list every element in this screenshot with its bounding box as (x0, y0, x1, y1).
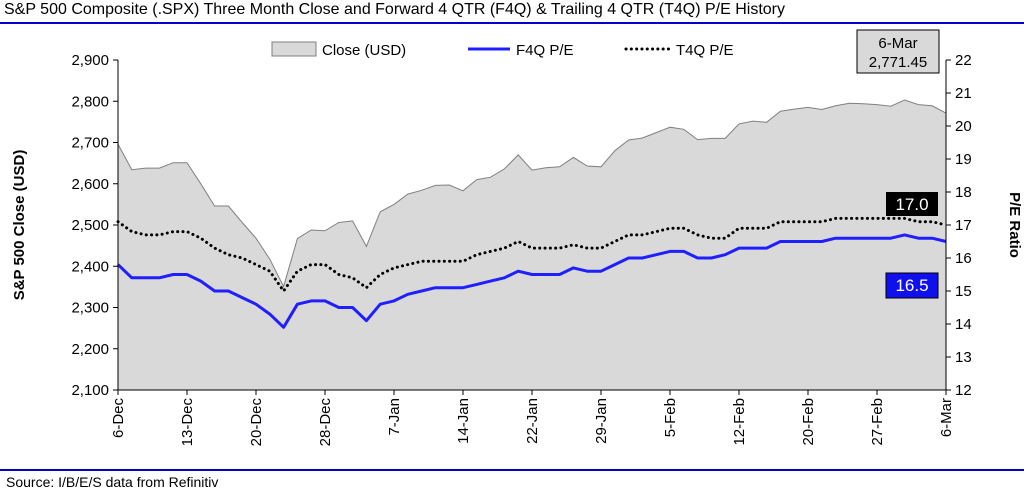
f4q-end-label-box (885, 272, 939, 299)
close-area-layer (117, 99, 947, 391)
last-close-callout-value: 2,771.45 (869, 54, 927, 71)
f4q-end-label: 16.5 (895, 276, 928, 295)
legend-close-swatch (271, 41, 317, 57)
last-close-callout-box (856, 29, 940, 74)
y-left-tick-label: 2,200 (71, 341, 109, 358)
chart-canvas: 2,100 2,200 2,300 2,400 2,500 2,600 2,700 2,800… (11, 29, 1023, 446)
axes-layer: 2,100 2,200 2,300 2,400 2,500 2,600 2,700 2,800… (11, 52, 1023, 446)
x-tick-label: 27-Feb (869, 398, 886, 446)
chart-title: S&P 500 Composite (.SPX) Three Month Clo… (4, 1, 785, 18)
x-tick-label: 29-Jan (593, 398, 610, 444)
x-tick-label: 20-Dec (248, 398, 265, 447)
x-tick-label: 6-Mar (938, 398, 955, 437)
y-left-tick-label: 2,800 (71, 93, 109, 110)
y-left-tick-label: 2,300 (71, 300, 109, 317)
x-tick-label: 14-Jan (455, 398, 472, 444)
source-note: Source: I/B/E/S data from Refinitiv (6, 474, 219, 490)
y-right-tick-label: 17 (955, 217, 972, 234)
series-f4q-line (116, 233, 947, 329)
y-left-tick-label: 2,100 (71, 382, 109, 399)
y-right-tick-label: 15 (955, 283, 972, 300)
series-close-area (117, 99, 947, 391)
legend-f4q-label: F4Q P/E (516, 42, 574, 59)
y-left-tick-label: 2,400 (71, 258, 109, 275)
x-tick-label: 12-Feb (731, 398, 748, 446)
t4q-end-label: 17.0 (895, 195, 928, 214)
series-t4q-line (116, 216, 948, 293)
y-left-tick-label: 2,700 (71, 135, 109, 152)
x-tick-label: 22-Jan (524, 398, 541, 444)
y-right-tick-label: 21 (955, 85, 972, 102)
y-left-tick-label: 2,500 (71, 217, 109, 234)
footer-rule (0, 469, 1024, 471)
x-tick-label: 28-Dec (317, 398, 334, 447)
title-rule (0, 22, 1024, 24)
x-tick-label: 6-Dec (110, 398, 127, 439)
y-left-tick-label: 2,900 (71, 52, 109, 69)
legend-t4q-label: T4Q P/E (676, 42, 734, 59)
x-tick-label: 5-Feb (662, 398, 679, 437)
y-right-tick-label: 19 (955, 151, 972, 168)
x-tick-label: 20-Feb (800, 398, 817, 446)
value-labels-layer: 6-Mar 2,771.45 17.0 16.5 (856, 29, 940, 299)
y-right-tick-label: 12 (955, 382, 972, 399)
y-right-axis-title: P/E Ratio (1006, 192, 1023, 258)
y-left-tick-label: 2,600 (71, 176, 109, 193)
y-right-tick-label: 14 (955, 316, 972, 333)
y-right-tick-label: 22 (955, 52, 972, 69)
legend: Close (USD) F4Q P/E T4Q P/E (271, 41, 734, 59)
y-right-tick-label: 16 (955, 250, 972, 267)
x-tick-label: 13-Dec (179, 398, 196, 447)
y-right-tick-label: 20 (955, 118, 972, 135)
last-close-callout-date: 6-Mar (878, 35, 917, 52)
t4q-end-label-box (886, 192, 938, 216)
x-tick-label: 7-Jan (386, 398, 403, 436)
y-right-tick-label: 13 (955, 349, 972, 366)
y-left-axis-title: S&P 500 Close (USD) (11, 150, 28, 301)
pe-lines-layer (116, 216, 948, 329)
y-right-tick-label: 18 (955, 184, 972, 201)
legend-close-label: Close (USD) (322, 42, 406, 59)
